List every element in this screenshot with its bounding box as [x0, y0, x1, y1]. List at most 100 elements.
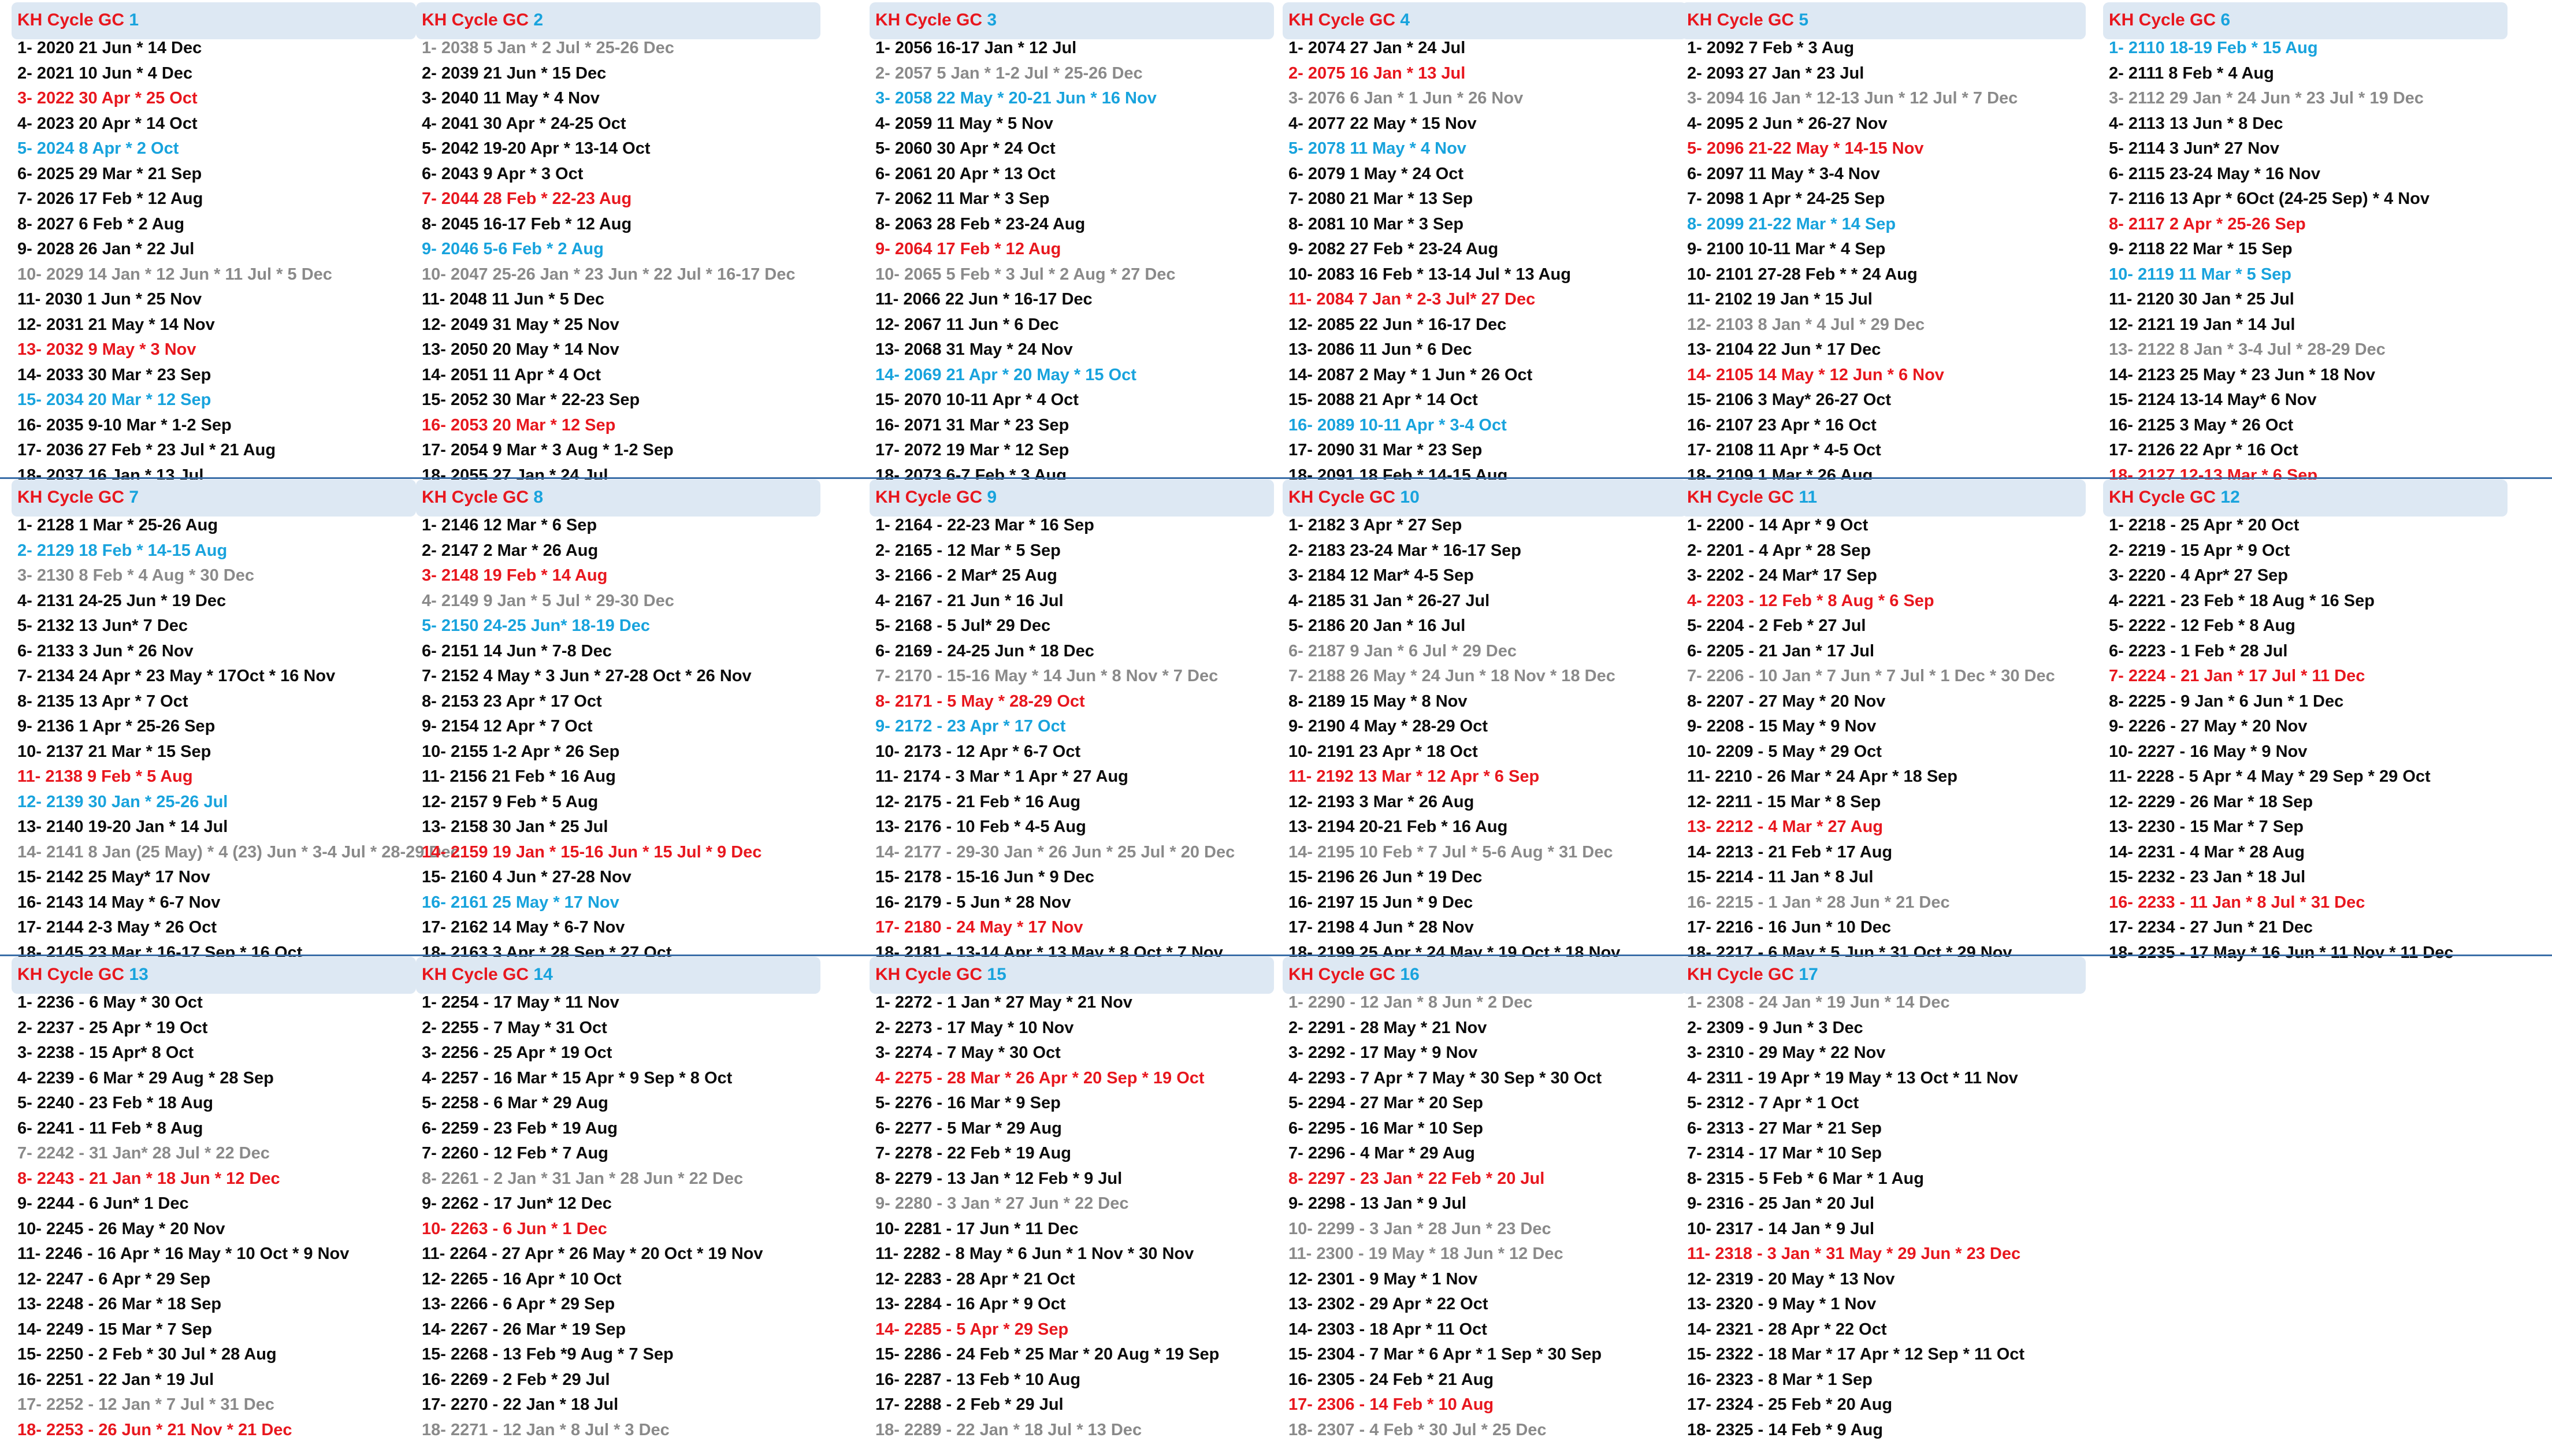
cycle-row: 11- 2246 - 16 Apr * 16 May * 10 Oct * 9 …	[17, 1245, 350, 1263]
cycle-row: 5- 2132 13 Jun* 7 Dec	[17, 616, 188, 635]
cycle-row: 1- 2236 - 6 May * 30 Oct	[17, 993, 203, 1012]
cycle-title: KH Cycle GC	[1288, 10, 1396, 29]
cycle-row: 13- 2266 - 6 Apr * 29 Sep	[422, 1295, 615, 1313]
cycle-row: 2- 2309 - 9 Jun * 3 Dec	[1687, 1018, 1863, 1037]
cycle-row: 4- 2311 - 19 Apr * 19 May * 13 Oct * 11 …	[1687, 1068, 2018, 1087]
cycle-row: 17- 2162 14 May * 6-7 Nov	[422, 918, 625, 937]
cycle-row: 6- 2043 9 Apr * 3 Oct	[422, 164, 584, 183]
cycle-row: 15- 2304 - 7 Mar * 6 Apr * 1 Sep * 30 Se…	[1288, 1345, 1602, 1364]
section-divider	[0, 954, 2552, 956]
cycle-row: 17- 2036 27 Feb * 23 Jul * 21 Aug	[17, 441, 276, 459]
cycle-row: 15- 2250 - 2 Feb * 30 Jul * 28 Aug	[17, 1345, 277, 1364]
cycle-header: KH Cycle GC 3	[875, 10, 997, 30]
cycle-row: 2- 2273 - 17 May * 10 Nov	[875, 1018, 1074, 1037]
section-divider	[0, 477, 2552, 479]
cycle-row: 7- 2224 - 21 Jan * 17 Jul * 11 Dec	[2109, 667, 2365, 685]
cycle-row: 17- 2270 - 22 Jan * 18 Jul	[422, 1395, 619, 1414]
cycle-row: 14- 2303 - 18 Apr * 11 Oct	[1288, 1320, 1487, 1339]
cycle-header-background	[1283, 480, 1687, 517]
cycle-row: 2- 2111 8 Feb * 4 Aug	[2109, 64, 2274, 83]
cycle-header: KH Cycle GC 6	[2109, 10, 2230, 30]
cycle-row: 16- 2305 - 24 Feb * 21 Aug	[1288, 1370, 1494, 1389]
cycle-number: 6	[2220, 10, 2231, 29]
cycle-row: 7- 2260 - 12 Feb * 7 Aug	[422, 1144, 608, 1162]
cycle-row: 6- 2187 9 Jan * 6 Jul * 29 Dec	[1288, 641, 1517, 660]
cycle-row: 1- 2254 - 17 May * 11 Nov	[422, 993, 619, 1012]
cycle-row: 17- 2090 31 Mar * 23 Sep	[1288, 441, 1483, 459]
cycle-row: 16- 2053 20 Mar * 12 Sep	[422, 415, 616, 434]
cycle-row: 5- 2096 21-22 May * 14-15 Nov	[1687, 139, 1924, 158]
cycle-header: KH Cycle GC 2	[422, 10, 543, 30]
cycle-title: KH Cycle GC	[422, 10, 529, 29]
cycle-row: 7- 2188 26 May * 24 Jun * 18 Nov * 18 De…	[1288, 667, 1615, 685]
cycle-row: 5- 2276 - 16 Mar * 9 Sep	[875, 1094, 1061, 1112]
cycle-row: 1- 2182 3 Apr * 27 Sep	[1288, 516, 1462, 534]
cycle-row: 9- 2046 5-6 Feb * 2 Aug	[422, 240, 604, 258]
cycle-header: KH Cycle GC 16	[1288, 965, 1420, 985]
cycle-row: 15- 2106 3 May* 26-27 Oct	[1687, 391, 1892, 409]
cycle-row: 15- 2142 25 May* 17 Nov	[17, 868, 210, 886]
cycle-row: 16- 2143 14 May * 6-7 Nov	[17, 893, 221, 912]
cycle-row: 5- 2258 - 6 Mar * 29 Aug	[422, 1094, 608, 1112]
cycle-row: 3- 2256 - 25 Apr * 19 Oct	[422, 1043, 612, 1062]
cycle-row: 13- 2086 11 Jun * 6 Dec	[1288, 340, 1472, 359]
section-row-2: KH Cycle GC 7 1- 2128 1 Mar * 25-26 Aug 2-…	[0, 477, 2552, 962]
cycle-number: 1	[129, 10, 139, 29]
cycle-row: 11- 2048 11 Jun * 5 Dec	[422, 290, 604, 309]
cycle-row: 12- 2049 31 May * 25 Nov	[422, 315, 619, 334]
cycle-row: 4- 2167 - 21 Jun * 16 Jul	[875, 591, 1064, 610]
cycle-row: 9- 2154 12 Apr * 7 Oct	[422, 717, 593, 736]
cycle-header-background	[12, 480, 416, 517]
cycle-number: 14	[533, 965, 553, 984]
cycle-row: 16- 2197 15 Jun * 9 Dec	[1288, 893, 1473, 912]
cycle-row-list: 1- 2308 - 24 Jan * 19 Jun * 14 Dec 2- 230…	[1687, 990, 2024, 1443]
cycle-row: 8- 2099 21-22 Mar * 14 Sep	[1687, 214, 1896, 233]
cycle-row: 5- 2168 - 5 Jul* 29 Dec	[875, 616, 1051, 635]
cycle-row-list: 1- 2236 - 6 May * 30 Oct 2- 2237 - 25 Apr…	[17, 990, 349, 1443]
cycle-row: 8- 2243 - 21 Jan * 18 Jun * 12 Dec	[17, 1169, 280, 1188]
cycle-header: KH Cycle GC 17	[1687, 965, 1818, 985]
cycle-row-list: 1- 2074 27 Jan * 24 Jul 2- 2075 16 Jan * …	[1288, 36, 1571, 488]
cycle-row: 12- 2319 - 20 May * 13 Nov	[1687, 1269, 1895, 1288]
cycle-title: KH Cycle GC	[1687, 10, 1795, 29]
cycle-row: 8- 2297 - 23 Jan * 22 Feb * 20 Jul	[1288, 1169, 1545, 1188]
cycle-row: 13- 2122 8 Jan * 3-4 Jul * 28-29 Dec	[2109, 340, 2386, 359]
cycle-row: 5- 2060 30 Apr * 24 Oct	[875, 139, 1056, 158]
cycle-row: 9- 2316 - 25 Jan * 20 Jul	[1687, 1194, 1875, 1213]
cycle-row: 11- 2264 - 27 Apr * 26 May * 20 Oct * 19…	[422, 1245, 763, 1263]
cycle-row: 5- 2078 11 May * 4 Nov	[1288, 139, 1466, 158]
cycle-row: 9- 2226 - 27 May * 20 Nov	[2109, 717, 2308, 736]
cycle-number: 3	[987, 10, 997, 29]
cycle-row: 14- 2051 11 Apr * 4 Oct	[422, 365, 601, 384]
cycle-row: 2- 2057 5 Jan * 1-2 Jul * 25-26 Dec	[875, 64, 1143, 83]
cycle-row: 7- 2098 1 Apr * 24-25 Sep	[1687, 190, 1885, 208]
cycle-title: KH Cycle GC	[2109, 488, 2216, 507]
cycle-row: 11- 2156 21 Feb * 16 Aug	[422, 767, 616, 786]
cycle-row: 9- 2028 26 Jan * 22 Jul	[17, 240, 195, 258]
cycle-number: 7	[129, 488, 139, 507]
cycle-row: 8- 2225 - 9 Jan * 6 Jun * 1 Dec	[2109, 692, 2344, 711]
cycle-row-list: 1- 2254 - 17 May * 11 Nov 2- 2255 - 7 May…	[422, 990, 763, 1443]
cycle-header: KH Cycle GC 4	[1288, 10, 1410, 30]
cycle-row: 4- 2131 24-25 Jun * 19 Dec	[17, 591, 226, 610]
cycle-row: 12- 2247 - 6 Apr * 29 Sep	[17, 1269, 211, 1288]
cycle-row: 16- 2125 3 May * 26 Oct	[2109, 415, 2294, 434]
cycle-row: 17- 2180 - 24 May * 17 Nov	[875, 918, 1083, 937]
cycle-row: 10- 2317 - 14 Jan * 9 Jul	[1687, 1219, 1875, 1238]
cycle-number: 11	[1799, 488, 1818, 507]
cycle-row: 14- 2285 - 5 Apr * 29 Sep	[875, 1320, 1069, 1339]
cycle-row: 7- 2116 13 Apr * 6Oct (24-25 Sep) * 4 No…	[2109, 190, 2430, 208]
cycle-row: 11- 2174 - 3 Mar * 1 Apr * 27 Aug	[875, 767, 1128, 786]
cycle-row: 6- 2313 - 27 Mar * 21 Sep	[1687, 1119, 1882, 1138]
cycle-row: 7- 2296 - 4 Mar * 29 Aug	[1288, 1144, 1475, 1162]
cycle-row: 17- 2324 - 25 Feb * 20 Aug	[1687, 1395, 1893, 1414]
cycle-row: 10- 2119 11 Mar * 5 Sep	[2109, 265, 2291, 284]
cycle-header-background	[416, 957, 820, 994]
cycle-row-list: 1- 2038 5 Jan * 2 Jul * 25-26 Dec 2- 2039…	[422, 36, 795, 488]
cycle-row: 3- 2094 16 Jan * 12-13 Jun * 12 Jul * 7 …	[1687, 89, 2018, 107]
cycle-row: 12- 2085 22 Jun * 16-17 Dec	[1288, 315, 1507, 334]
cycle-title: KH Cycle GC	[422, 488, 529, 507]
cycle-row: 3- 2166 - 2 Mar* 25 Aug	[875, 566, 1057, 585]
cycle-row: 3- 2202 - 24 Mar* 17 Sep	[1687, 566, 1877, 585]
cycle-column: KH Cycle GC 15 1- 2272 - 1 Jan * 27 May *…	[870, 954, 1291, 1439]
